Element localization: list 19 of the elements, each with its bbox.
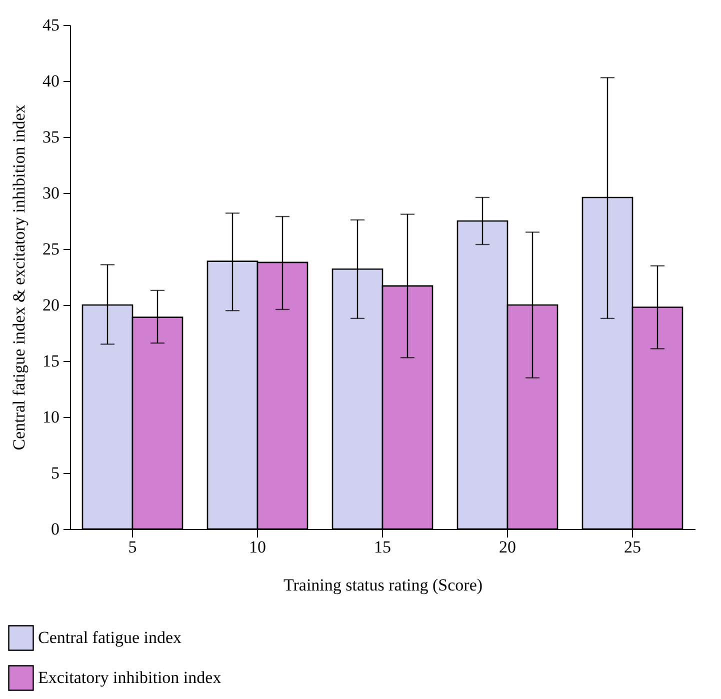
legend-label: Excitatory inhibition index [38, 668, 222, 687]
x-tick-label: 15 [374, 538, 391, 556]
y-tick-label: 30 [42, 184, 60, 202]
x-tick-label: 25 [624, 538, 641, 556]
x-tick-label: 10 [249, 538, 266, 556]
y-tick-label: 15 [42, 352, 60, 370]
y-tick-label: 0 [51, 520, 60, 538]
x-tick-label: 5 [128, 538, 137, 556]
y-tick-label: 25 [42, 240, 60, 258]
legend-label: Central fatigue index [38, 628, 182, 647]
y-tick-label: 20 [42, 296, 60, 314]
y-tick-label: 5 [51, 464, 60, 482]
x-axis-title: Training status rating (Score) [283, 576, 483, 594]
y-tick-label: 40 [42, 72, 60, 90]
y-axis-title: Central fatigue index & excitatory inhibition index [10, 104, 28, 450]
y-tick-label: 35 [42, 128, 60, 146]
y-tick-label: 10 [42, 408, 60, 426]
y-tick-label: 45 [42, 16, 60, 34]
x-tick-label: 20 [499, 538, 516, 556]
